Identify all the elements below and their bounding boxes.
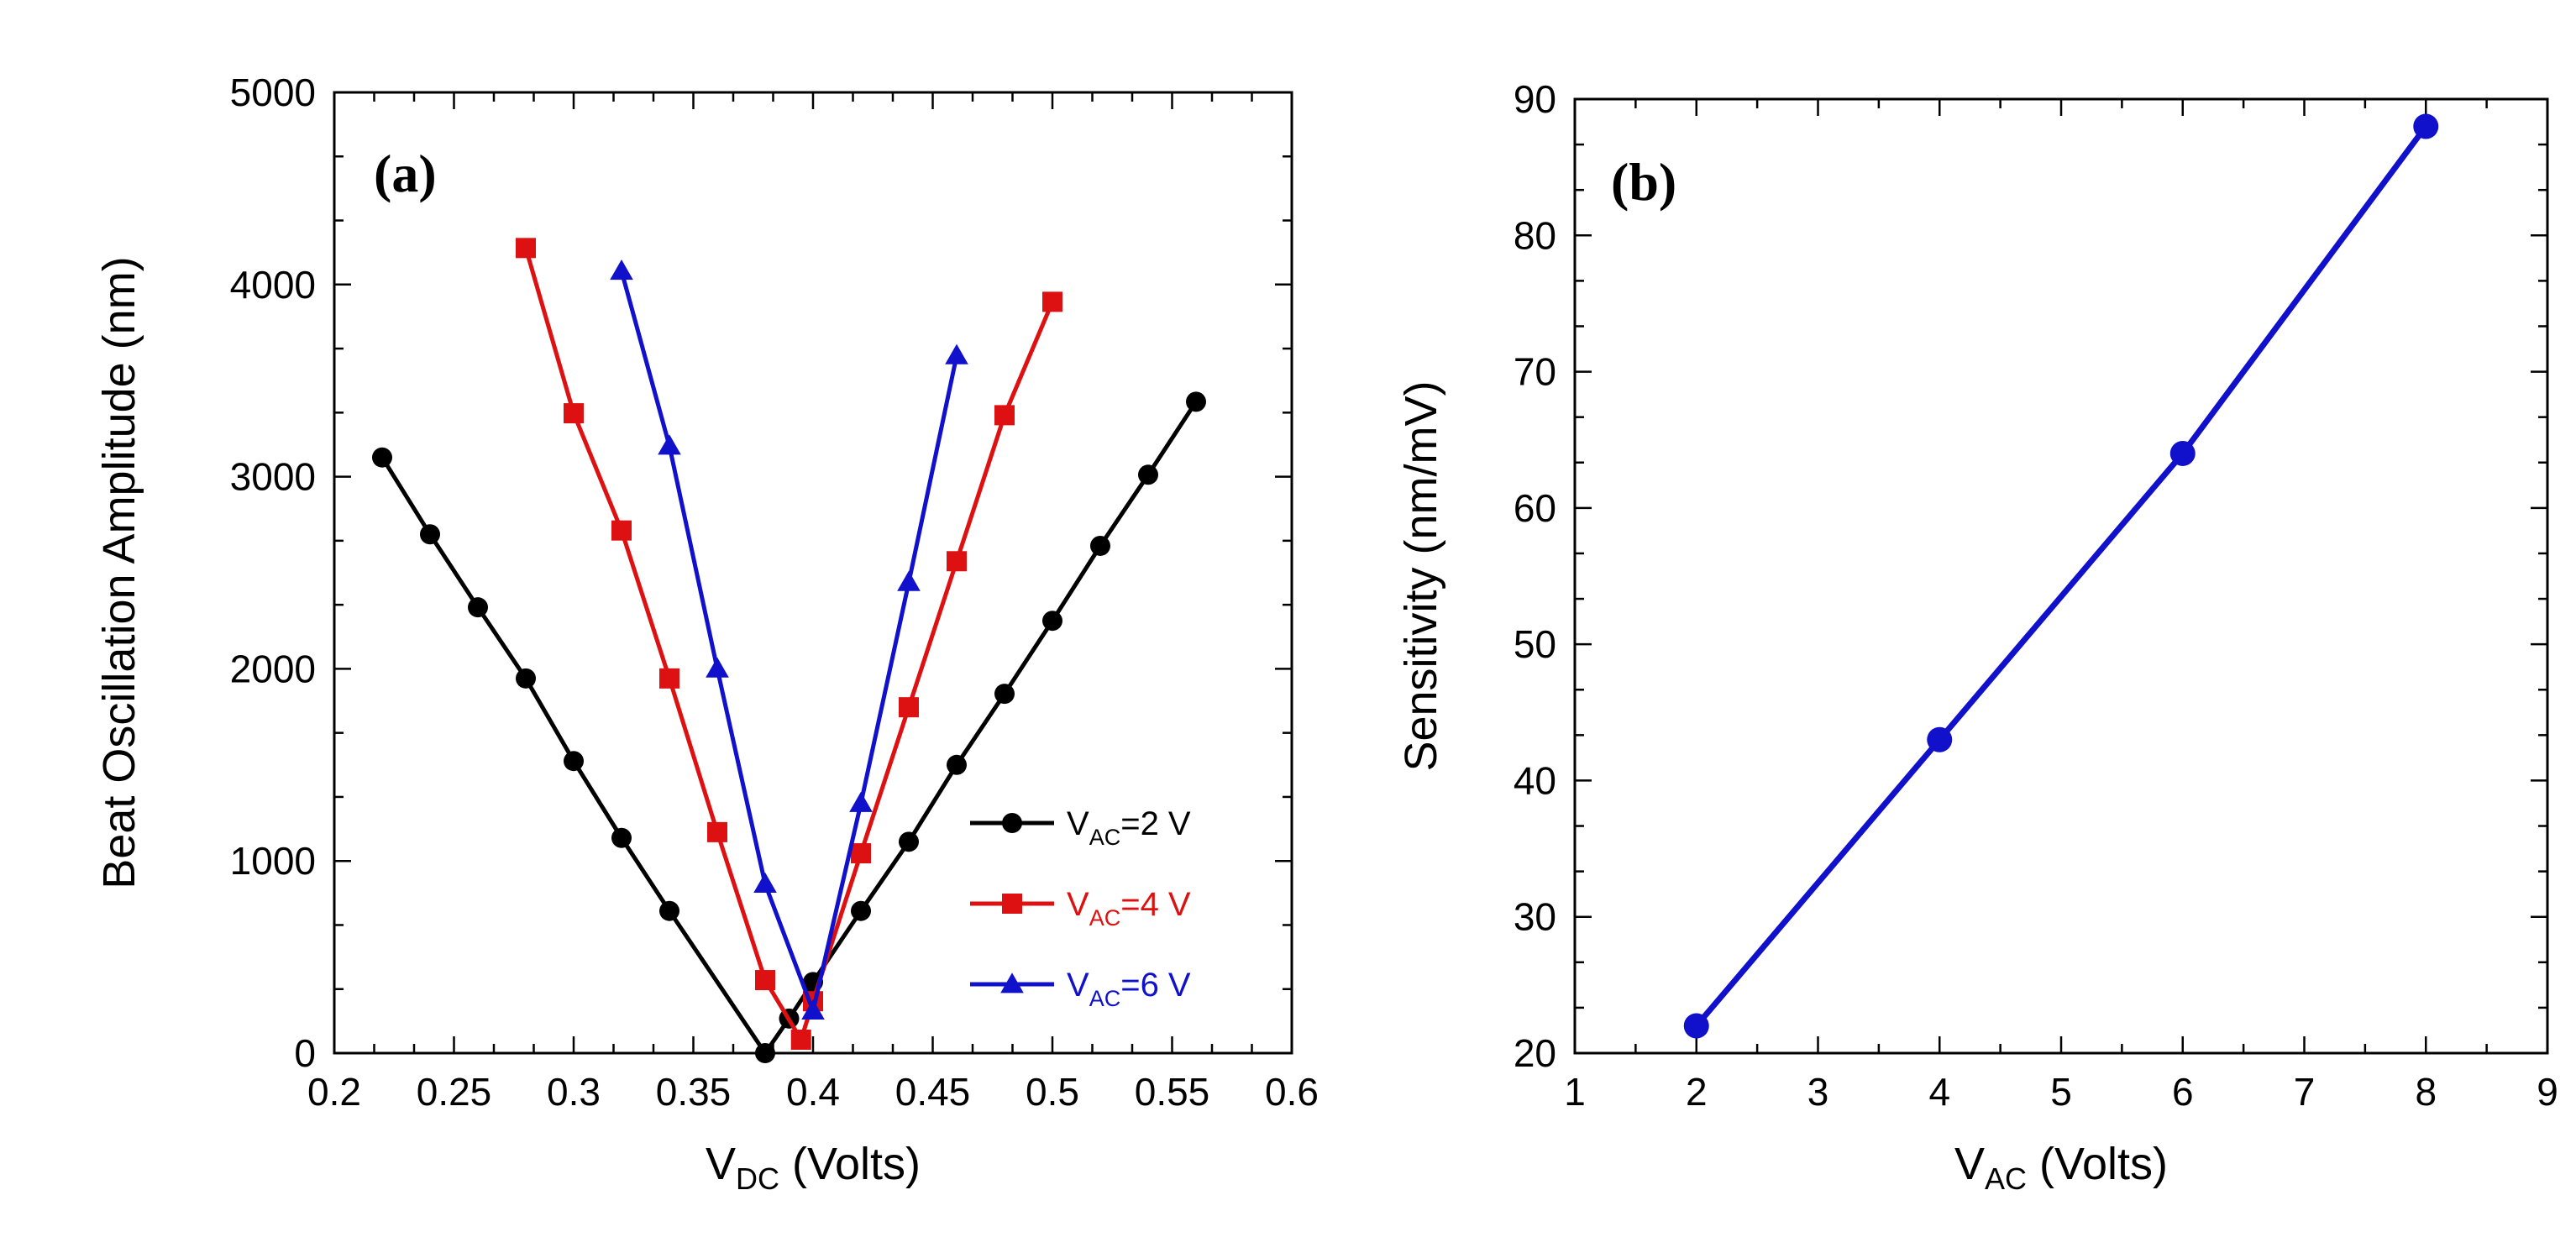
x-tick-label: 0.55 (1135, 1070, 1210, 1114)
series-line (619, 270, 959, 1014)
y-tick-label: 20 (1514, 1031, 1556, 1075)
data-point (1002, 894, 1022, 914)
data-point (1042, 611, 1062, 632)
data-point (755, 1043, 775, 1063)
data-point (1138, 464, 1158, 485)
data-point (851, 843, 871, 864)
data-point (1042, 291, 1062, 312)
x-tick-label: 5 (2050, 1070, 2072, 1114)
x-tick-label: 7 (2294, 1070, 2316, 1114)
series-3 (610, 259, 968, 1020)
y-tick-label: 50 (1514, 622, 1556, 666)
x-tick-label: 0.5 (1026, 1070, 1079, 1114)
data-point (610, 259, 633, 280)
x-tick-label: 0.3 (547, 1070, 601, 1114)
data-point (1002, 813, 1022, 833)
x-tick-label: 9 (2537, 1070, 2558, 1114)
data-point (611, 827, 632, 848)
data-point (564, 751, 584, 772)
legend: VAC=2 V VAC=4 V VAC=6 V (970, 805, 1191, 1011)
y-tick-label: 0 (294, 1031, 316, 1075)
x-tick-label: 6 (2172, 1070, 2194, 1114)
tick-marks (333, 91, 1293, 1055)
data-point (947, 754, 967, 775)
x-tick-label: 1 (1564, 1070, 1586, 1114)
data-point (516, 668, 536, 689)
data-point (801, 999, 825, 1020)
data-point (706, 657, 729, 678)
x-tick-label: 3 (1807, 1070, 1829, 1114)
data-point (947, 551, 967, 572)
y-tick-label: 70 (1514, 350, 1556, 394)
data-point (849, 791, 873, 812)
series-line (523, 247, 1055, 1042)
data-point (994, 405, 1015, 426)
x-tick-label: 4 (1928, 1070, 1950, 1114)
y-tick-label: 90 (1514, 77, 1556, 121)
x-tick-label: 8 (2415, 1070, 2437, 1114)
tick-marks (1573, 97, 2549, 1055)
series-2 (516, 238, 1062, 1050)
series-line (1694, 124, 2429, 1028)
data-point (755, 970, 775, 991)
legend-label: VAC=4 V (1067, 886, 1191, 931)
data-point (994, 684, 1015, 705)
chart-panel-b: 1 2 3 4 5 6 7 8 9 20 30 40 50 60 70 80 90 VAC (Volts) Sens… (1396, 77, 2558, 1196)
y-tick-label: 60 (1514, 486, 1556, 530)
y-tick-label: 30 (1514, 895, 1556, 939)
panel-label: (b) (1611, 152, 1676, 212)
y-tick-label: 5000 (230, 71, 316, 114)
series-1 (372, 391, 1206, 1063)
data-point (899, 697, 919, 718)
legend-label: VAC=2 V (1067, 805, 1191, 850)
data-point (372, 447, 392, 468)
data-point (658, 434, 681, 455)
data-point (899, 831, 919, 852)
data-point (753, 872, 777, 894)
data-point (1000, 973, 1024, 993)
panel-label: (a) (374, 144, 437, 203)
data-point (897, 570, 921, 591)
data-point (1186, 391, 1206, 412)
y-tick-label: 3000 (230, 455, 316, 499)
data-point (516, 238, 536, 259)
x-axis-title: VAC (Volts) (1954, 1139, 2168, 1196)
plot-frame (1573, 97, 2549, 1055)
data-point (611, 520, 632, 541)
data-point (1683, 1013, 1709, 1039)
legend-label: VAC=6 V (1067, 967, 1191, 1011)
data-point (659, 668, 679, 689)
series-1 (1683, 113, 2439, 1039)
x-tick-label: 0.45 (895, 1070, 971, 1114)
x-tick-label: 0.35 (656, 1070, 732, 1114)
data-point (2413, 113, 2439, 139)
chart-panel-a: 0.2 0.25 0.3 0.35 0.4 0.45 0.5 0.55 0.6 0 1000 2000… (94, 71, 1319, 1196)
data-point (851, 900, 871, 921)
x-tick-label: 0.6 (1265, 1070, 1319, 1114)
y-axis-title: Beat Oscillation Amplitude (nm) (94, 256, 144, 889)
x-tick-label: 0.2 (307, 1070, 361, 1114)
y-tick-label: 2000 (230, 647, 316, 690)
data-point (945, 343, 968, 364)
data-point (468, 597, 488, 618)
y-tick-label: 1000 (230, 839, 316, 883)
data-point (564, 403, 584, 424)
x-tick-label: 2 (1686, 1070, 1708, 1114)
data-point (707, 821, 727, 842)
y-tick-label: 4000 (230, 263, 316, 307)
data-point (659, 900, 679, 921)
data-point (1090, 535, 1110, 556)
x-axis-title: VDC (Volts) (706, 1139, 921, 1196)
y-axis-title: Sensitivity (nm/mV) (1396, 380, 1446, 771)
series-line (380, 400, 1199, 1056)
x-tick-label: 0.25 (417, 1070, 492, 1114)
y-tick-label: 80 (1514, 213, 1556, 257)
data-point (420, 524, 440, 545)
data-point (2169, 440, 2196, 466)
data-point (790, 1029, 811, 1050)
y-tick-label: 40 (1514, 758, 1556, 802)
x-tick-label: 0.4 (786, 1070, 840, 1114)
data-point (1927, 726, 1953, 752)
